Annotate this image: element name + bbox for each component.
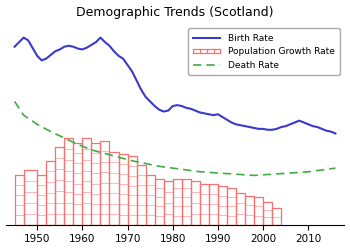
Title: Demographic Trends (Scotland): Demographic Trends (Scotland) xyxy=(76,6,274,18)
Legend: Birth Rate, Population Growth Rate, Death Rate: Birth Rate, Population Growth Rate, Deat… xyxy=(188,28,340,75)
